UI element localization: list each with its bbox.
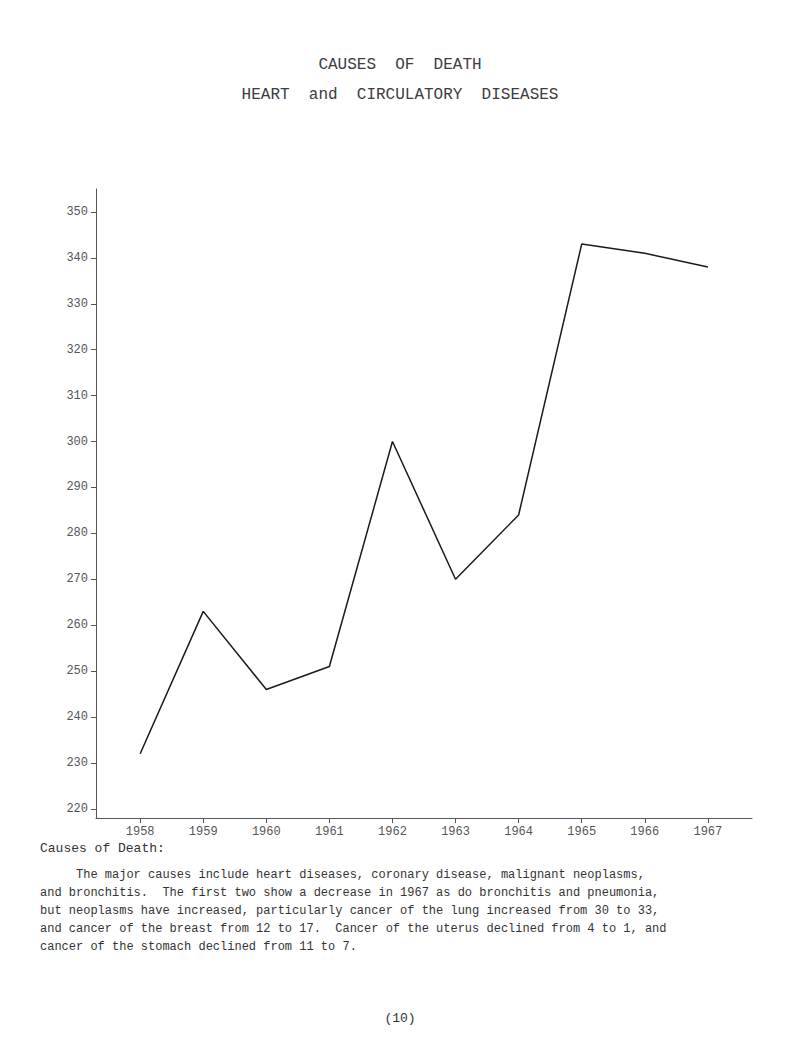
svg-text:but neoplasms have increased,: but neoplasms have increased, particular… (40, 904, 659, 918)
svg-text:1963: 1963 (441, 825, 470, 839)
svg-text:230: 230 (66, 756, 88, 770)
svg-text:(10): (10) (384, 1011, 415, 1026)
svg-text:240: 240 (66, 710, 88, 724)
svg-text:280: 280 (66, 526, 88, 540)
svg-text:1960: 1960 (252, 825, 281, 839)
svg-text:290: 290 (66, 480, 88, 494)
svg-text:330: 330 (66, 297, 88, 311)
svg-text:350: 350 (66, 205, 88, 219)
svg-text:The major causes include heart: The major causes include heart diseases,… (40, 868, 645, 882)
svg-text:CAUSES OF DEATH: CAUSES OF DEATH (318, 56, 481, 74)
svg-text:1964: 1964 (504, 825, 533, 839)
svg-text:and bronchitis. The first two: and bronchitis. The first two show a dec… (40, 886, 659, 900)
svg-text:and cancer of the breast from: and cancer of the breast from 12 to 17. … (40, 922, 667, 936)
svg-text:cancer of the stomach declined: cancer of the stomach declined from 11 t… (40, 940, 357, 954)
svg-text:220: 220 (66, 802, 88, 816)
svg-text:HEART and CIRCULATORY DISEA: HEART and CIRCULATORY DISEASES (242, 86, 559, 104)
svg-text:1958: 1958 (126, 825, 155, 839)
svg-text:250: 250 (66, 664, 88, 678)
svg-text:270: 270 (66, 572, 88, 586)
svg-text:1966: 1966 (630, 825, 659, 839)
svg-text:1965: 1965 (567, 825, 596, 839)
svg-text:Causes of Death:: Causes of Death: (40, 841, 165, 856)
svg-text:310: 310 (66, 389, 88, 403)
svg-text:340: 340 (66, 251, 88, 265)
svg-text:1961: 1961 (315, 825, 344, 839)
svg-text:300: 300 (66, 435, 88, 449)
svg-text:1959: 1959 (189, 825, 218, 839)
svg-text:260: 260 (66, 618, 88, 632)
svg-text:320: 320 (66, 343, 88, 357)
svg-text:1962: 1962 (378, 825, 407, 839)
svg-text:1967: 1967 (693, 825, 722, 839)
